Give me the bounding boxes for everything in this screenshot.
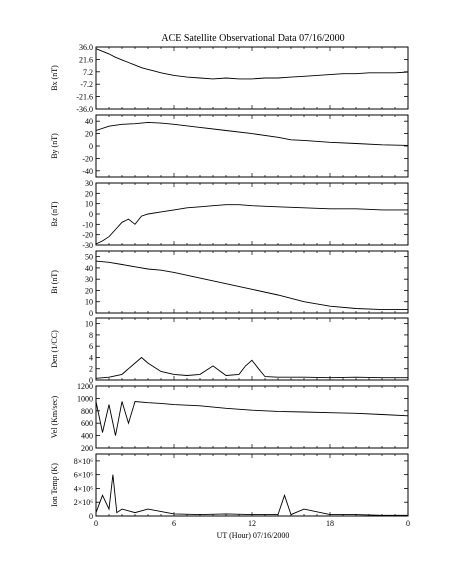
y-tick-label: -40 bbox=[82, 167, 93, 176]
x-tick-label: 18 bbox=[326, 519, 334, 528]
y-tick-label: 8×10⁶ bbox=[74, 457, 94, 466]
y-tick-label: 30 bbox=[85, 179, 93, 188]
data-line bbox=[95, 260, 408, 311]
data-line bbox=[95, 204, 408, 245]
panel-frame bbox=[95, 453, 409, 517]
y-tick-label: 0 bbox=[89, 210, 93, 219]
y-tick-label: 20 bbox=[85, 130, 93, 139]
x-tick-label: 6 bbox=[172, 519, 176, 528]
chart-title: ACE Satellite Observational Data 07/16/2… bbox=[161, 33, 344, 44]
y-tick-label: -20 bbox=[82, 154, 93, 163]
y-tick-label: 50 bbox=[85, 253, 93, 262]
y-tick-label: -20 bbox=[82, 231, 93, 240]
y-axis-label: Bx (nT) bbox=[50, 65, 59, 91]
y-tick-label: -10 bbox=[82, 220, 93, 229]
panel-frame bbox=[95, 317, 409, 381]
panel-frame bbox=[95, 46, 409, 110]
y-tick-label: 40 bbox=[85, 264, 93, 273]
y-axis-label: By (nT) bbox=[50, 133, 59, 159]
y-tick-label: 1200 bbox=[77, 382, 93, 391]
panel-frame bbox=[95, 114, 409, 178]
y-tick-label: 2 bbox=[89, 365, 93, 374]
y-tick-label: 4 bbox=[89, 353, 93, 362]
y-tick-label: -21.6 bbox=[76, 93, 93, 102]
y-tick-label: -36.0 bbox=[76, 105, 93, 114]
y-tick-label: 0 bbox=[89, 512, 93, 521]
y-tick-label: 10 bbox=[85, 320, 93, 329]
y-tick-label: 21.6 bbox=[79, 55, 93, 64]
y-tick-label: 20 bbox=[85, 189, 93, 198]
y-axis-label: Vel (Km/sec) bbox=[50, 395, 59, 438]
y-tick-label: 600 bbox=[81, 419, 93, 428]
panel-5: 10 8 6 4 2 0 Den (1/CC) bbox=[50, 317, 409, 385]
x-tick-label: 0 bbox=[94, 519, 98, 528]
panel-7: 8×10⁶ 6×10⁶ 4×10⁶ 2×10⁶ 0 Ion Temp (K) bbox=[50, 453, 409, 521]
y-axis-label: Bt (nT) bbox=[50, 270, 59, 294]
y-axis-label: Ion Temp (K) bbox=[50, 463, 59, 507]
y-tick-label: 4×10⁶ bbox=[74, 484, 94, 493]
x-tick-label: 0 bbox=[406, 519, 410, 528]
y-tick-label: 6×10⁶ bbox=[74, 471, 94, 480]
panel-2: 40 20 0 -20 -40 By (nT) bbox=[50, 114, 409, 178]
panel-1: 36.0 21.6 7.2 -7.2 -21.6 -36.0 Bx (nT) bbox=[50, 43, 409, 114]
y-tick-label: 40 bbox=[85, 117, 93, 126]
panel-4: 50 40 30 20 10 0 Bt (nT) bbox=[50, 250, 409, 318]
data-line bbox=[95, 401, 409, 436]
x-axis-label: UT (Hour) 07/16/2000 bbox=[217, 531, 290, 540]
panel-frame bbox=[95, 250, 409, 314]
y-tick-label: 10 bbox=[85, 298, 93, 307]
y-tick-label: 6 bbox=[89, 342, 93, 351]
y-tick-label: 2×10⁶ bbox=[74, 498, 94, 507]
y-tick-label: 7.2 bbox=[83, 68, 93, 77]
y-axis-label: Bz (nT) bbox=[50, 201, 59, 226]
y-tick-label: 200 bbox=[81, 444, 93, 453]
y-tick-label: 10 bbox=[85, 200, 93, 209]
y-tick-label: -30 bbox=[82, 241, 93, 250]
data-line bbox=[95, 474, 408, 516]
y-tick-label: 800 bbox=[81, 407, 93, 416]
data-line bbox=[95, 356, 408, 379]
y-tick-label: 0 bbox=[89, 309, 93, 318]
y-tick-label: 0 bbox=[89, 376, 93, 385]
y-tick-label: 400 bbox=[81, 432, 93, 441]
x-tick-label: 12 bbox=[248, 519, 256, 528]
y-tick-label: 8 bbox=[89, 331, 93, 340]
panel-frame bbox=[95, 385, 409, 449]
x-tick-labels: 0 6 12 18 0 bbox=[94, 519, 410, 528]
y-tick-label: -7.2 bbox=[80, 80, 93, 89]
panel-frame bbox=[95, 182, 409, 246]
panel-6: 1200 1000 800 600 400 200 Vel (Km/sec) bbox=[50, 382, 409, 453]
y-tick-label: 1000 bbox=[77, 394, 93, 403]
data-line bbox=[95, 121, 409, 146]
y-axis-label: Den (1/CC) bbox=[50, 330, 59, 368]
y-tick-label: 36.0 bbox=[79, 43, 93, 52]
y-tick-label: 20 bbox=[85, 286, 93, 295]
data-line bbox=[95, 48, 409, 80]
y-tick-label: 30 bbox=[85, 275, 93, 284]
y-tick-label: 0 bbox=[89, 142, 93, 151]
panels: 36.021.67.2-7.2-21.6-36.0Bx (nT)40200-20… bbox=[50, 43, 409, 521]
